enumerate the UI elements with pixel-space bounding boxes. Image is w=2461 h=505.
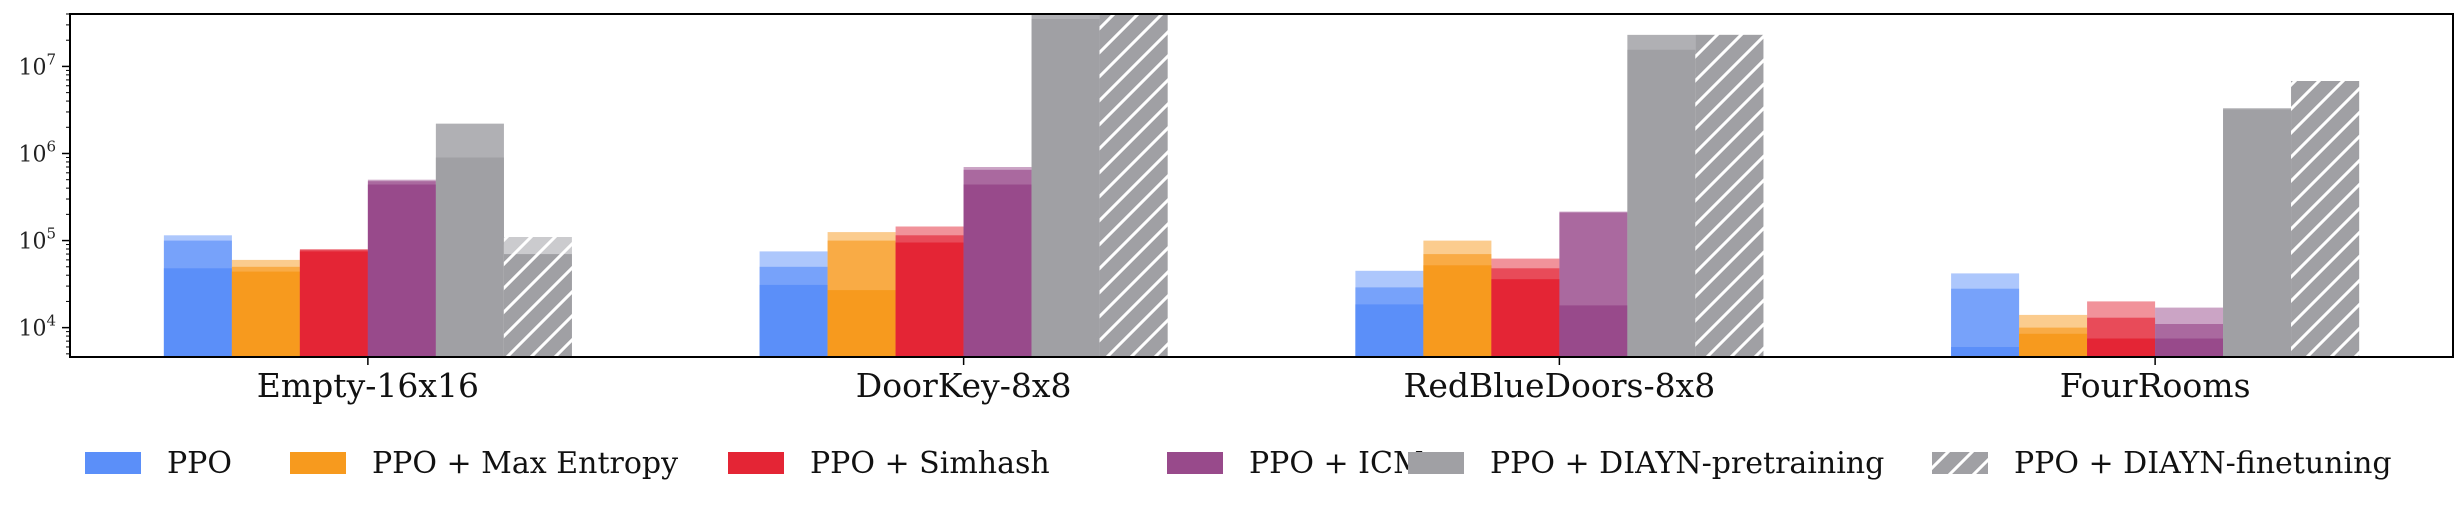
bar-ppo-diayn-finetuning-redbluedoors-8x8-layer3 [1695, 34, 1764, 357]
legend-swatch-ppo-diayn-pretraining [1408, 452, 1464, 474]
bar-ppo-max-entropy-doorkey-8x8-layer3 [827, 290, 896, 357]
bar-ppo-empty-16x16-layer3 [163, 268, 232, 357]
y-tick-base: 10 [18, 55, 46, 80]
legend-swatch-ppo-simhash [728, 452, 784, 474]
y-tick-exponent: 5 [46, 225, 56, 243]
y-tick-label: 104 [18, 312, 56, 342]
bar-ppo-max-entropy-redbluedoors-8x8-layer3 [1423, 265, 1492, 357]
legend-label-ppo: PPO [167, 446, 232, 481]
legend-swatch-ppo-diayn-finetuning [1932, 452, 1988, 474]
bar-ppo-redbluedoors-8x8-layer3 [1355, 304, 1424, 357]
y-tick-base: 10 [18, 230, 46, 255]
category-label-doorkey-8x8: DoorKey-8x8 [856, 366, 1072, 405]
y-tick-exponent: 4 [46, 312, 56, 330]
bar-ppo-doorkey-8x8-layer3 [759, 284, 828, 357]
legend: PPO PPO + Max Entropy PPO + Simhash PPO + I… [85, 446, 2392, 481]
bar-ppo-diayn-pretraining-empty-16x16-layer3 [435, 157, 504, 357]
bar-ppo-icm-doorkey-8x8-layer3 [963, 184, 1032, 357]
bar-ppo-diayn-finetuning-fourrooms-layer3 [2291, 81, 2360, 357]
category-label-redbluedoors-8x8: RedBlueDoors-8x8 [1404, 366, 1716, 405]
legend-label-ppo-simhash: PPO + Simhash [810, 446, 1050, 481]
legend-label-ppo-max-entropy: PPO + Max Entropy [372, 446, 678, 481]
bar-ppo-diayn-finetuning-empty-16x16-layer3 [503, 254, 572, 357]
bar-ppo-max-entropy-empty-16x16-layer3 [231, 271, 300, 357]
bar-ppo-fourrooms-layer2 [1951, 288, 2020, 357]
bar-ppo-diayn-pretraining-doorkey-8x8-layer3 [1031, 19, 1100, 357]
bar-ppo-diayn-pretraining-redbluedoors-8x8-layer3 [1627, 49, 1696, 357]
category-label-fourrooms: FourRooms [2060, 366, 2251, 405]
y-tick-exponent: 7 [46, 50, 56, 68]
bar-ppo-simhash-fourrooms-layer3 [2087, 338, 2156, 357]
y-tick-exponent: 6 [46, 137, 56, 155]
legend-swatch-ppo-max-entropy [290, 452, 346, 474]
legend-label-ppo-icm: PPO + ICM [1249, 446, 1424, 481]
y-tick-label: 106 [18, 137, 56, 167]
bar-ppo-max-entropy-fourrooms-layer3 [2019, 333, 2088, 357]
legend-swatch-ppo [85, 452, 141, 474]
legend-label-ppo-diayn-finetuning: PPO + DIAYN-finetuning [2014, 446, 2392, 481]
bar-ppo-diayn-pretraining-fourrooms-layer3 [2223, 109, 2292, 357]
y-tick-label: 107 [18, 50, 56, 80]
bar-ppo-diayn-finetuning-doorkey-8x8-layer3 [1099, 14, 1168, 357]
bar-ppo-icm-empty-16x16-layer3 [367, 184, 436, 357]
bar-ppo-simhash-redbluedoors-8x8-layer3 [1491, 279, 1560, 357]
bar-ppo-simhash-empty-16x16-layer3 [299, 251, 368, 357]
bar-ppo-simhash-doorkey-8x8-layer3 [895, 242, 964, 357]
legend-swatch-ppo-icm [1167, 452, 1223, 474]
legend-label-ppo-diayn-pretraining: PPO + DIAYN-pretraining [1490, 446, 1884, 481]
y-tick-base: 10 [18, 142, 46, 167]
bars-group [163, 14, 2360, 357]
bar-ppo-icm-redbluedoors-8x8-layer3 [1559, 305, 1628, 357]
y-tick-base: 10 [18, 317, 46, 342]
plot-frame [69, 13, 2454, 358]
category-label-empty-16x16: Empty-16x16 [257, 366, 479, 405]
bar-ppo-icm-fourrooms-layer3 [2155, 338, 2224, 357]
y-tick-label: 105 [18, 225, 56, 255]
bar-ppo-fourrooms-layer3 [1951, 347, 2020, 357]
x-axis: Empty-16x16 DoorKey-8x8 RedBlueDoors-8x8 Fo… [257, 357, 2251, 405]
